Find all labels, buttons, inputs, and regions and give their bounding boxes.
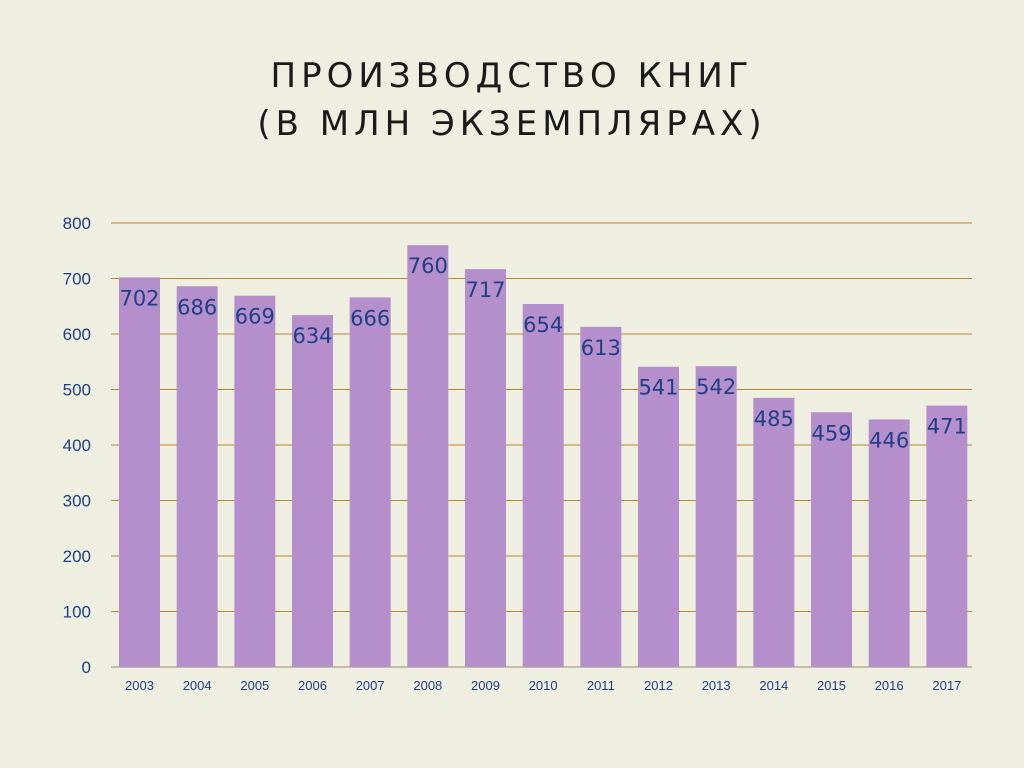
- data-label: 541: [638, 376, 678, 400]
- data-label: 613: [581, 336, 621, 360]
- chart-title-line2: (В МЛН ЭКЗЕМПЛЯРАХ): [257, 104, 767, 144]
- data-label: 446: [869, 428, 909, 452]
- bar: [638, 366, 679, 667]
- bar: [580, 326, 622, 667]
- bar: [465, 269, 506, 667]
- chart-title: ПРОИЗВОДСТВО КНИГ (В МЛН ЭКЗЕМПЛЯРАХ): [0, 52, 1024, 148]
- data-label: 654: [523, 313, 563, 337]
- x-tick-label: 2004: [183, 678, 212, 693]
- x-tick-label: 2009: [471, 678, 500, 693]
- x-tick-label: 2016: [875, 678, 904, 693]
- x-tick-label: 2012: [644, 678, 673, 693]
- bar: [407, 245, 449, 667]
- bar: [234, 295, 276, 667]
- data-label: 542: [696, 375, 736, 399]
- data-labels: 702 686 669 634 666 760 717 654 613 541 542 485 459 4…: [119, 254, 966, 452]
- y-axis-ticks: 0 100 200 300 400 500 600 700 800: [63, 214, 91, 677]
- bar: [926, 405, 968, 667]
- x-tick-label: 2003: [125, 678, 154, 693]
- y-tick-label: 600: [63, 325, 91, 344]
- bar: [811, 412, 852, 667]
- y-tick-label: 500: [63, 381, 91, 400]
- data-label: 702: [119, 286, 159, 310]
- bar: [753, 397, 795, 667]
- x-tick-label: 2005: [240, 678, 269, 693]
- data-label: 666: [350, 306, 390, 330]
- bar: [292, 315, 333, 667]
- x-tick-label: 2007: [356, 678, 385, 693]
- y-tick-label: 0: [82, 658, 91, 677]
- data-label: 471: [927, 415, 967, 439]
- x-tick-label: 2006: [298, 678, 327, 693]
- y-tick-label: 400: [63, 436, 91, 455]
- data-label: 669: [235, 305, 275, 329]
- y-tick-label: 800: [63, 214, 91, 233]
- y-tick-label: 300: [63, 492, 91, 511]
- x-tick-label: 2008: [413, 678, 442, 693]
- bar: [349, 297, 391, 667]
- x-tick-label: 2010: [529, 678, 558, 693]
- data-label: 717: [465, 278, 505, 302]
- y-tick-label: 100: [63, 603, 91, 622]
- data-label: 686: [177, 295, 217, 319]
- x-tick-label: 2014: [759, 678, 788, 693]
- data-label: 485: [754, 407, 794, 431]
- x-tick-label: 2015: [817, 678, 846, 693]
- data-label: 634: [292, 324, 332, 348]
- bar: [695, 366, 737, 667]
- chart-title-line1: ПРОИЗВОДСТВО КНИГ: [270, 56, 754, 96]
- y-tick-label: 200: [63, 547, 91, 566]
- x-axis-labels: 2003 2004 2005 2006 2007 2008 2009 2010 2011 2012…: [125, 678, 961, 693]
- x-tick-label: 2011: [587, 678, 615, 693]
- bar: [176, 286, 218, 667]
- data-label: 459: [811, 421, 851, 445]
- bar: [868, 419, 910, 667]
- x-tick-label: 2013: [702, 678, 731, 693]
- y-tick-label: 700: [63, 270, 91, 289]
- bars: [119, 245, 968, 667]
- x-tick-label: 2017: [932, 678, 961, 693]
- data-label: 760: [408, 254, 448, 278]
- bar: [522, 304, 564, 667]
- bar: [119, 277, 160, 667]
